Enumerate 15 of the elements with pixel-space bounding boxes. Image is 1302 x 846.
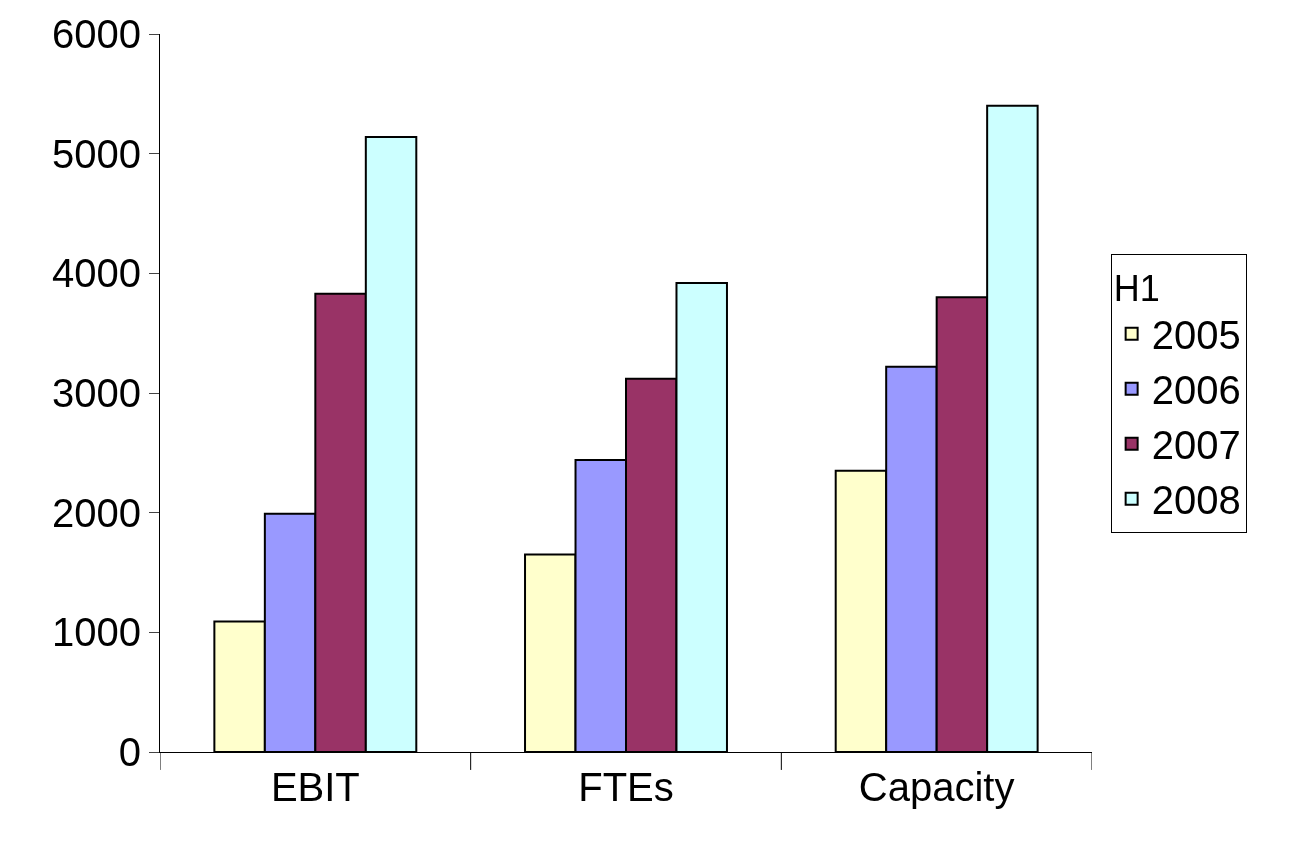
x-tick-label: FTEs — [578, 765, 674, 809]
legend-title: H1 — [1113, 268, 1160, 310]
y-tick-label: 3000 — [52, 371, 141, 415]
x-tick-label: Capacity — [858, 765, 1015, 809]
y-tick-label: 5000 — [52, 131, 141, 176]
y-tick-label: 6000 — [52, 12, 141, 56]
y-tick-label: 1000 — [52, 610, 141, 655]
y-tick-label: 4000 — [52, 251, 141, 296]
legend-label: 2007 — [1151, 423, 1241, 468]
legend-label: 2006 — [1151, 368, 1241, 413]
y-tick-label: 2000 — [52, 490, 141, 535]
legend-label: 2008 — [1151, 478, 1241, 523]
legend-label: 2005 — [1151, 313, 1241, 358]
y-tick-label: 0 — [118, 730, 141, 774]
x-tick-label: EBIT — [270, 765, 360, 809]
